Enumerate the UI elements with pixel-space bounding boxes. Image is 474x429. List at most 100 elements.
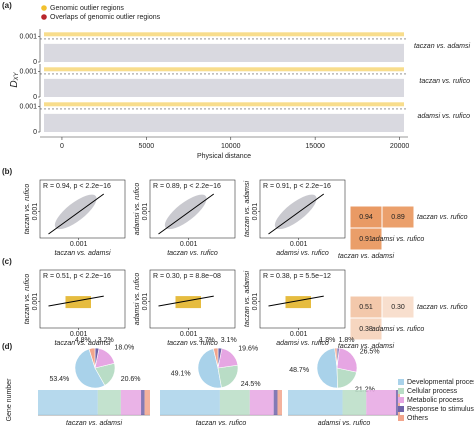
pie-label: 3.1% xyxy=(221,337,237,344)
stat-label: R = 0.38, p = 5.5e−12 xyxy=(263,273,331,280)
stat-label: R = 0.51, p < 2.2e−16 xyxy=(43,273,111,280)
y-tick-label: 0 xyxy=(33,129,37,136)
heatmap-cell xyxy=(349,317,383,341)
legend-marker xyxy=(41,14,47,20)
pie-slice xyxy=(74,348,106,389)
x-tick-label: 0.001 xyxy=(70,241,88,248)
y-tick-label: 0.001 xyxy=(252,293,259,311)
stat-label: R = 0.89, p < 2.2e−16 xyxy=(153,183,221,190)
pie-slice xyxy=(316,347,338,389)
pie-label: 49.1% xyxy=(171,371,191,378)
gene-bar-group xyxy=(141,390,145,415)
heatmap-label: taczan vs. adamsi xyxy=(338,253,394,260)
legend-swatch xyxy=(398,415,404,421)
y-axis-label: Gene number xyxy=(6,378,13,421)
heatmap-cell xyxy=(381,205,415,229)
y-tick-label: 0 xyxy=(33,59,37,66)
pie-slice xyxy=(334,347,338,369)
y-axis-label: DXY xyxy=(9,71,20,87)
y-tick-label: 0.001 xyxy=(19,68,37,75)
legend-swatch xyxy=(398,388,404,394)
gene-bar-group xyxy=(97,390,121,415)
x-axis-label: Physical distance xyxy=(197,153,251,160)
outlier-band xyxy=(44,32,404,37)
gene-bar-group xyxy=(366,390,396,415)
y-tick-label: 0.001 xyxy=(19,33,37,40)
legend-swatch xyxy=(398,406,404,412)
pie-label: 53.4% xyxy=(49,376,69,383)
regression-line xyxy=(158,295,214,307)
heatmap-value: 0.30 xyxy=(391,304,405,311)
legend-label: Metabolic process xyxy=(407,397,464,404)
legend-marker xyxy=(41,5,47,11)
panel-label: (a) xyxy=(2,1,12,10)
x-tick-label: 0.001 xyxy=(180,331,198,338)
y-axis-label: taczan vs. rufico xyxy=(24,184,31,235)
gene-bar-group xyxy=(219,390,250,415)
gene-bar-group xyxy=(273,390,278,415)
y-tick-label: 0.001 xyxy=(32,293,39,311)
group-label: adamsi vs. rufico xyxy=(318,420,371,427)
gene-bar-group xyxy=(277,390,282,415)
pie-label: 19.6% xyxy=(238,346,258,353)
heatmap-label: taczan vs. adamsi xyxy=(338,343,394,350)
point-cloud xyxy=(54,194,97,230)
x-tick-label: 0.001 xyxy=(290,331,308,338)
pie-label: 48.7% xyxy=(289,367,309,374)
x-tick-label: 0.001 xyxy=(70,331,88,338)
panel-label: (d) xyxy=(2,342,13,351)
stat-label: R = 0.94, p < 2.2e−16 xyxy=(43,183,111,190)
y-tick-label: 0.001 xyxy=(32,203,39,221)
x-axis-label: taczan vs. adamsi xyxy=(54,250,110,257)
pie-label: 18.0% xyxy=(114,345,134,352)
legend-label: Response to stimulus xyxy=(407,406,474,413)
x-tick-label: 0.001 xyxy=(180,241,198,248)
x-axis-label: taczan vs. rufico xyxy=(167,250,218,257)
x-axis-label: taczan vs. rufico xyxy=(167,340,218,347)
y-axis-label: taczan vs. rufico xyxy=(24,274,31,325)
panel-label: (c) xyxy=(2,257,12,266)
y-axis-label: taczan vs. adamsi xyxy=(244,181,251,237)
pie-label: 21.2% xyxy=(355,386,375,393)
x-axis-label: taczan vs. adamsi xyxy=(54,340,110,347)
legend-label: Others xyxy=(407,415,429,422)
pie-slice xyxy=(217,364,239,389)
heatmap-value: 0.94 xyxy=(359,214,373,221)
track-label: taczan vs. rufico xyxy=(419,78,470,85)
heatmap-label: taczan vs. rufico xyxy=(417,304,468,311)
gene-bar-group xyxy=(160,390,220,415)
outlier-band xyxy=(44,102,404,107)
regression-line xyxy=(268,193,325,235)
gene-bar-group xyxy=(342,390,367,415)
gene-bar-group xyxy=(249,390,274,415)
x-axis-label: adamsi vs. rufico xyxy=(276,250,329,257)
heatmap-value: 0.91 xyxy=(359,236,373,243)
pie-label: 1.8% xyxy=(339,337,355,344)
heatmap-value: 0.89 xyxy=(391,214,405,221)
heatmap-value: 0.38 xyxy=(359,326,373,333)
regression-line xyxy=(48,193,105,235)
regression-line xyxy=(158,193,215,235)
y-axis-label: adamsi vs. rufico xyxy=(134,183,141,236)
y-axis-label: adamsi vs. rufico xyxy=(134,273,141,326)
legend-label: Overlaps of genomic outlier regions xyxy=(50,14,161,21)
heatmap-cell xyxy=(381,295,415,319)
plot-frame xyxy=(259,179,346,239)
plot-frame xyxy=(39,269,126,329)
x-tick-label: 15000 xyxy=(305,143,325,150)
pie-label: 3.2% xyxy=(98,337,114,344)
gene-bar-group xyxy=(288,390,343,415)
y-axis-label-sub: XY xyxy=(14,71,20,81)
legend-label: Genomic outlier regions xyxy=(50,5,124,12)
y-axis-label: taczan vs. adamsi xyxy=(244,271,251,327)
x-tick-label: 5000 xyxy=(139,143,155,150)
regression-line xyxy=(268,295,324,307)
plot-frame xyxy=(149,269,236,329)
x-axis-label: adamsi vs. rufico xyxy=(276,340,329,347)
group-label: taczan vs. rufico xyxy=(196,420,247,427)
heatmap-label: adamsi vs. rufico xyxy=(372,236,425,243)
pie-label: 3.7% xyxy=(199,337,215,344)
plot-frame xyxy=(149,179,236,239)
gene-bar-group xyxy=(120,390,142,415)
legend-swatch xyxy=(398,397,404,403)
